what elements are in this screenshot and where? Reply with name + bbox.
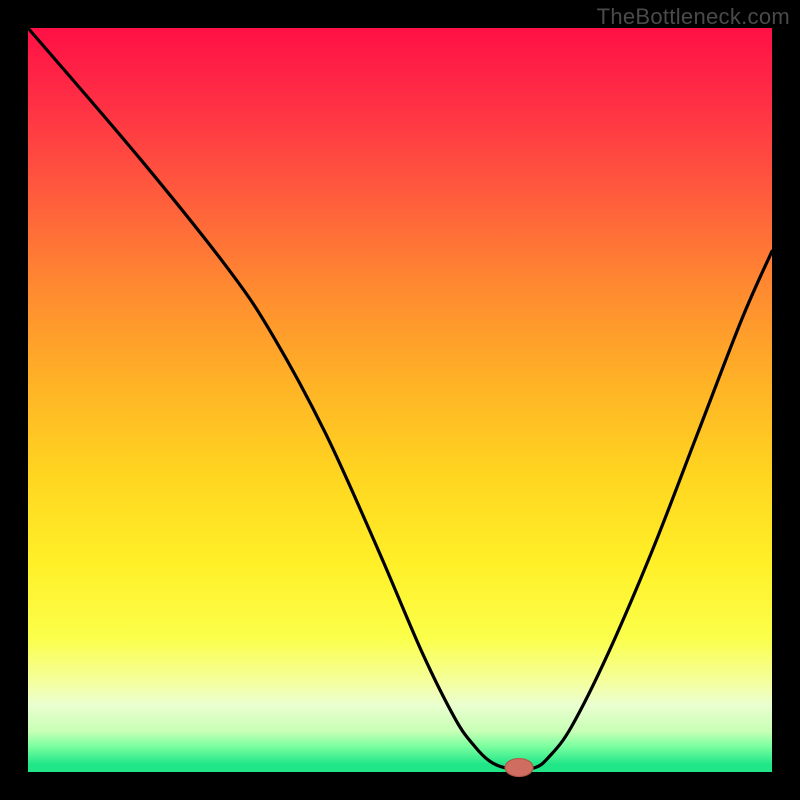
- optimal-point-marker: [505, 759, 533, 777]
- chart-plot-area: [28, 28, 772, 772]
- bottleneck-chart: TheBottleneck.com: [0, 0, 800, 800]
- chart-svg: [0, 0, 800, 800]
- watermark-text: TheBottleneck.com: [597, 4, 790, 30]
